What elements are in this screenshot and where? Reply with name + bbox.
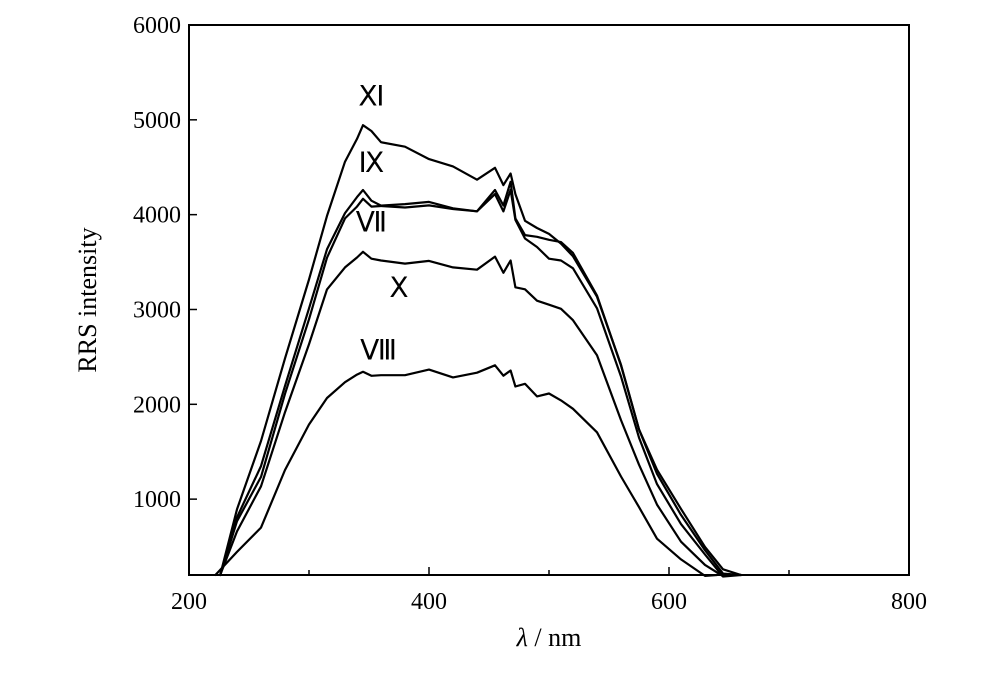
series-label: Ⅷ [360, 336, 397, 367]
x-tick-label: 600 [651, 589, 687, 615]
x-axis-unit: nm [548, 623, 581, 652]
x-axis-symbol: λ [516, 623, 528, 652]
series-label: Ⅶ [356, 208, 387, 239]
series-label: Ⅺ [358, 82, 384, 113]
series-group [214, 124, 743, 578]
ticks: 200 400 600 800 1000 2000 3000 4000 5000 6000 [133, 13, 927, 615]
series-label: Ⅸ [359, 148, 385, 179]
y-tick-label: 6000 [133, 13, 181, 39]
y-tick-label: 4000 [133, 203, 181, 229]
series-line [219, 250, 737, 578]
series-line [219, 180, 743, 577]
series-line [219, 188, 743, 578]
x-axis-separator: / [534, 623, 548, 652]
series-labels: Ⅺ Ⅸ Ⅶ Ⅹ Ⅷ [356, 82, 409, 367]
series-label: Ⅹ [389, 273, 408, 304]
x-tick-label: 200 [171, 589, 207, 615]
y-tick-label: 2000 [133, 392, 181, 418]
x-tick-label: 400 [411, 589, 447, 615]
x-axis-title: λ / nm [516, 623, 582, 652]
x-tick-label: 800 [891, 589, 927, 615]
series-line [214, 364, 719, 577]
plot-frame [188, 24, 910, 576]
y-axis-title: RRS intensity [73, 227, 102, 372]
y-tick-label: 5000 [133, 108, 181, 134]
y-tick-label: 1000 [133, 487, 181, 513]
y-tick-label: 3000 [133, 297, 181, 323]
axes [188, 24, 910, 576]
